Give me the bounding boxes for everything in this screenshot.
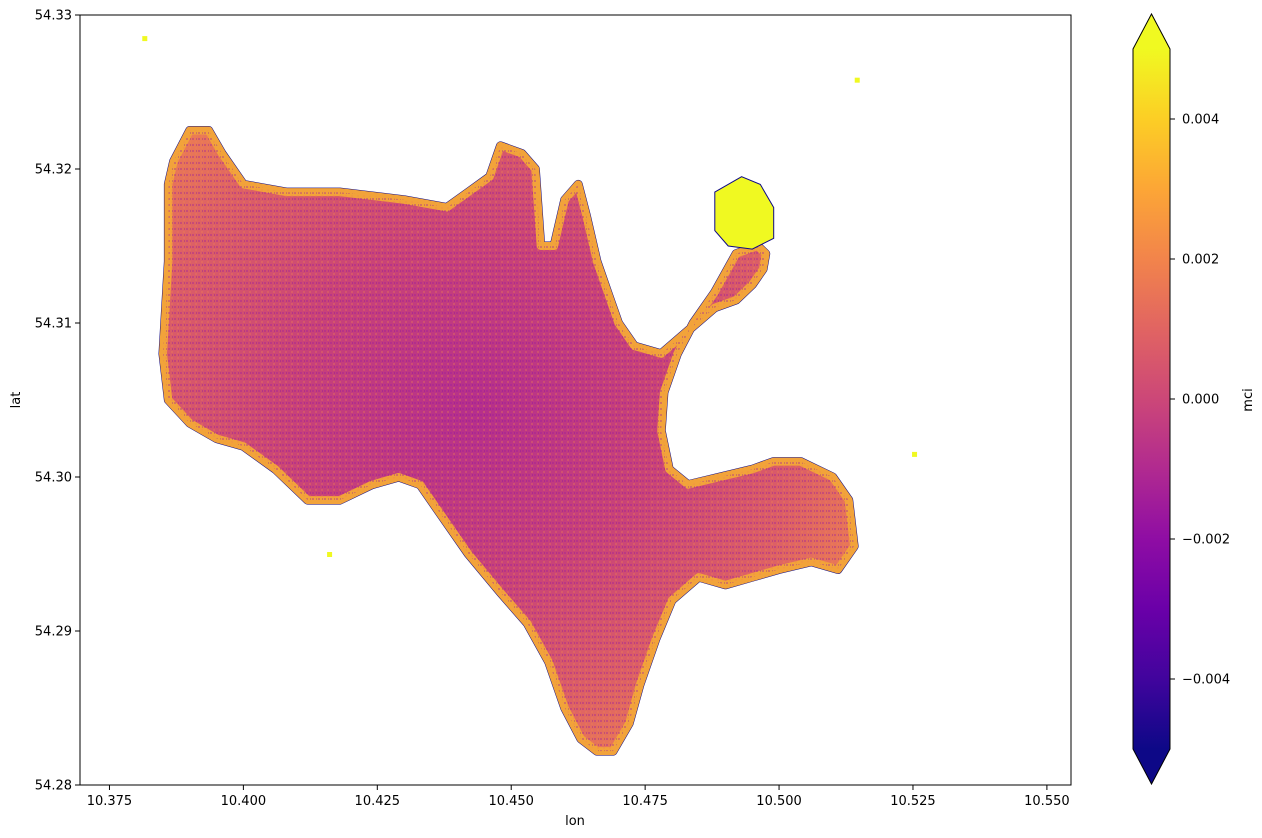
x-axis-label: lon — [565, 814, 585, 829]
x-tick-label: 10.450 — [488, 794, 534, 809]
colorbar: −0.004 −0.002 0.000 0.002 0.004 mci — [1132, 12, 1256, 786]
x-tick-label: 10.400 — [221, 794, 267, 809]
heatmap-layer — [142, 36, 918, 756]
x-tick-label: 10.525 — [890, 794, 936, 809]
colorbar-extend-bottom — [1133, 749, 1170, 784]
x-tick-label: 10.425 — [355, 794, 401, 809]
colorbar-tick-label: 0.004 — [1182, 113, 1219, 128]
colorbar-ticks: −0.004 −0.002 0.000 0.002 0.004 — [1170, 113, 1230, 688]
colorbar-tick-label: 0.000 — [1182, 393, 1219, 408]
y-axis: 54.28 54.29 54.30 54.31 54.32 54.33 — [35, 9, 80, 794]
y-tick-label: 54.30 — [35, 471, 72, 486]
colorbar-gradient — [1133, 49, 1170, 749]
lake-texture — [163, 130, 855, 752]
x-tick-label: 10.475 — [622, 794, 668, 809]
y-tick-label: 54.28 — [35, 779, 72, 794]
plot-frame — [79, 14, 1072, 786]
x-axis: 10.375 10.400 10.425 10.450 10.475 10.500 10.5… — [87, 785, 1070, 809]
colorbar-tick-label: −0.002 — [1182, 533, 1230, 548]
colorbar-outline — [1132, 12, 1171, 786]
colorbar-tick-label: −0.004 — [1182, 673, 1230, 688]
y-tick-label: 54.31 — [35, 317, 72, 332]
y-axis-label: lat — [9, 392, 24, 409]
northeast-bay — [714, 176, 775, 250]
x-tick-label: 10.500 — [756, 794, 802, 809]
x-tick-label: 10.550 — [1024, 794, 1070, 809]
isolated-pixel — [142, 36, 148, 42]
y-tick-label: 54.33 — [35, 9, 72, 24]
isolated-pixel — [327, 552, 333, 557]
isolated-pixel — [854, 77, 860, 83]
y-tick-label: 54.29 — [35, 625, 72, 640]
x-tick-label: 10.375 — [87, 794, 133, 809]
colorbar-tick-label: 0.002 — [1182, 253, 1219, 268]
colorbar-extend-top — [1133, 14, 1170, 49]
y-tick-label: 54.32 — [35, 163, 72, 178]
isolated-pixel — [912, 451, 918, 457]
colorbar-label: mci — [1241, 388, 1256, 411]
